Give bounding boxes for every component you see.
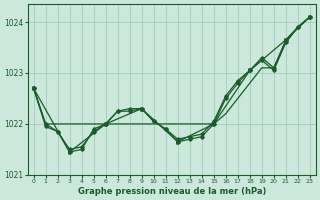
X-axis label: Graphe pression niveau de la mer (hPa): Graphe pression niveau de la mer (hPa) (77, 187, 266, 196)
